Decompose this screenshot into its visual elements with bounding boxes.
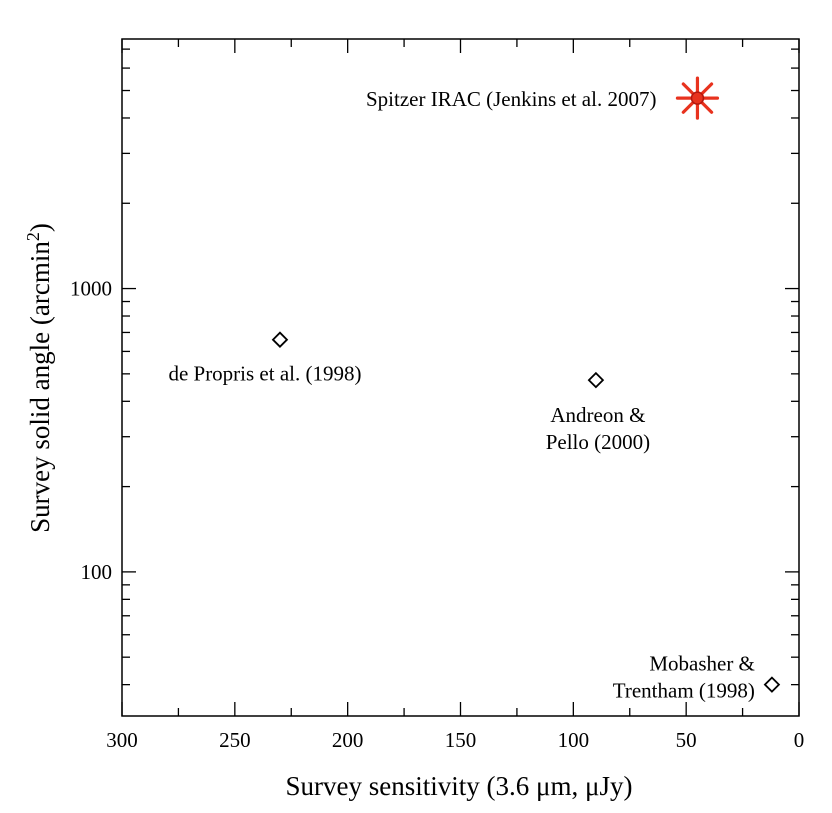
- x-tick-label: 100: [558, 728, 590, 752]
- point-label-line: Andreon &: [550, 403, 645, 427]
- ticks-layer: [121, 39, 800, 716]
- y-axis-label-main: Survey solid angle (arcmin: [25, 241, 55, 533]
- point-label: de Propris et al. (1998): [168, 362, 361, 386]
- x-tick-label: 0: [794, 728, 805, 752]
- data-point-star: [675, 76, 720, 120]
- point-label: Mobasher & Trentham (1998): [613, 652, 755, 703]
- x-tick-label: 50: [676, 728, 697, 752]
- point-label-line: Pello (2000): [546, 430, 650, 454]
- point-label-line: Spitzer IRAC (Jenkins et al. 2007): [366, 87, 656, 111]
- y-axis-label-close: ): [25, 223, 55, 232]
- x-tick-label: 250: [219, 728, 251, 752]
- points-layer: de Propris et al. (1998) Andreon & Pello (…: [168, 76, 781, 703]
- point-label-line: de Propris et al. (1998): [168, 362, 361, 386]
- point-label: Andreon & Pello (2000): [546, 403, 650, 454]
- data-point-diamond: [587, 371, 605, 389]
- y-axis-label-superscript: 2: [23, 232, 43, 241]
- tick-labels-layer: 300 250 200 150 100 50 0 100 1000: [70, 277, 804, 752]
- data-point-diamond: [763, 676, 781, 693]
- point-label: Spitzer IRAC (Jenkins et al. 2007): [366, 87, 656, 111]
- point-label-line: Trentham (1998): [613, 679, 755, 703]
- x-tick-label: 300: [106, 728, 138, 752]
- x-tick-label: 200: [332, 728, 364, 752]
- x-axis-label: Survey sensitivity (3.6 μm, μJy): [286, 771, 633, 801]
- x-tick-label: 150: [445, 728, 477, 752]
- y-axis-label: Survey solid angle (arcmin2): [23, 223, 55, 533]
- data-point-diamond: [271, 331, 289, 348]
- point-label-line: Mobasher &: [649, 652, 755, 676]
- star-core: [690, 91, 705, 105]
- y-tick-label: 100: [81, 560, 113, 584]
- y-tick-label: 1000: [70, 277, 112, 301]
